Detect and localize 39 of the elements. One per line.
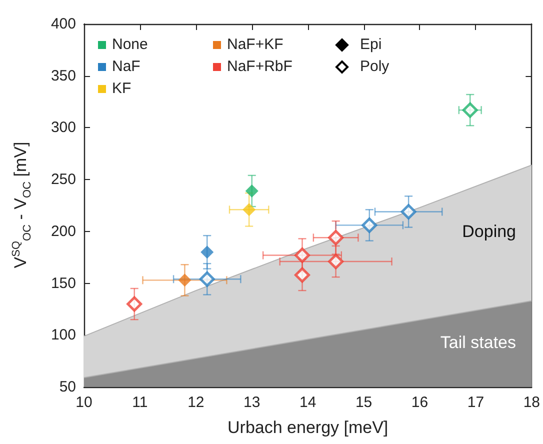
point <box>199 271 215 287</box>
point <box>400 204 416 220</box>
x-tick-label: 15 <box>355 394 372 411</box>
annotation: NaF <box>112 58 140 76</box>
y-tick-label: 200 <box>50 222 76 240</box>
point <box>245 184 258 198</box>
point <box>294 248 310 264</box>
x-tick-label: 11 <box>132 394 148 411</box>
annotation: Poly <box>360 58 390 76</box>
annotation: None <box>112 36 148 54</box>
x-tick-label: 16 <box>411 394 428 411</box>
x-tick-label: 14 <box>299 394 316 411</box>
series-label: Tail states <box>440 332 516 352</box>
point <box>178 274 192 287</box>
y-tick-label: 400 <box>50 16 76 32</box>
x-tick-label: 18 <box>523 394 540 411</box>
point <box>126 296 142 312</box>
x-tick-label: 10 <box>76 394 92 411</box>
point <box>294 267 310 283</box>
y-tick-label: 150 <box>50 274 76 292</box>
x-axis-title: Urbach energy [meV] <box>228 418 388 437</box>
series-label: Doping <box>462 222 516 241</box>
y-tick-label: 50 <box>59 378 76 396</box>
x-tick-label: 12 <box>188 394 204 411</box>
annotation: NaF+KF <box>227 36 284 54</box>
point <box>328 230 344 246</box>
annotation: Epi <box>360 36 382 54</box>
x-tick-label: 17 <box>467 394 484 411</box>
point <box>200 246 214 259</box>
y-tick-label: 300 <box>50 119 76 136</box>
point <box>362 217 378 233</box>
x-tick-label: 13 <box>244 394 260 411</box>
point <box>242 203 256 216</box>
annotation: NaF+RbF <box>227 58 292 76</box>
y-tick-label: 100 <box>50 326 76 344</box>
y-tick-label: 250 <box>50 171 76 188</box>
annotation: KF <box>112 80 132 98</box>
y-tick-label: 350 <box>50 67 76 84</box>
point <box>462 102 478 118</box>
